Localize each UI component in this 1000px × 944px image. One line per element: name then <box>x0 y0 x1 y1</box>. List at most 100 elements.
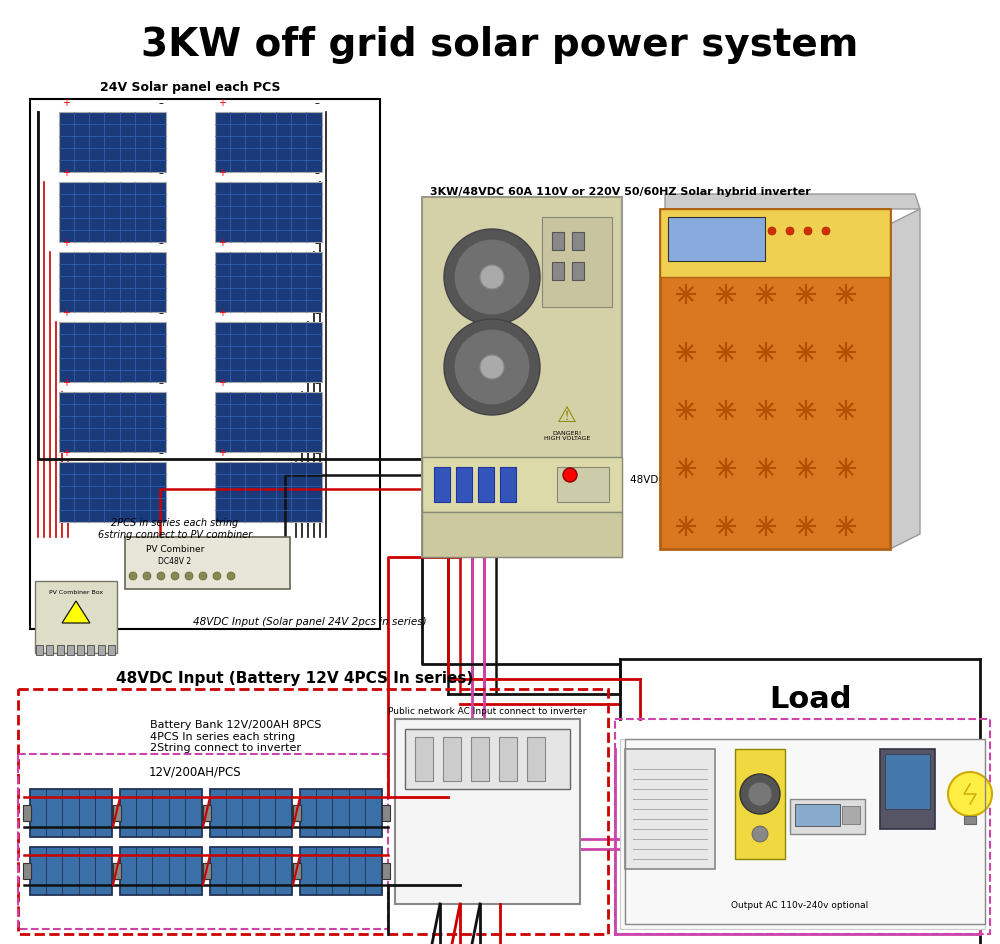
Polygon shape <box>665 194 920 210</box>
Text: PV Combiner: PV Combiner <box>146 544 204 553</box>
Text: Load: Load <box>769 684 851 714</box>
Text: Sine-Wave: Sine-Wave <box>844 229 876 234</box>
Polygon shape <box>59 323 166 382</box>
Polygon shape <box>215 113 322 173</box>
Text: ⚠: ⚠ <box>557 406 577 426</box>
Text: Coslight: Coslight <box>240 820 262 825</box>
Text: @: @ <box>895 769 920 793</box>
Circle shape <box>171 572 179 581</box>
Text: –: – <box>315 238 320 247</box>
FancyBboxPatch shape <box>456 467 472 502</box>
Circle shape <box>157 572 165 581</box>
Text: 48VDC Input (Battery 12V 4PCS In series): 48VDC Input (Battery 12V 4PCS In series) <box>116 670 474 684</box>
Text: Coslight: Coslight <box>150 820 172 825</box>
Text: Coslight: Coslight <box>330 820 352 825</box>
FancyBboxPatch shape <box>499 737 517 782</box>
FancyBboxPatch shape <box>735 750 785 859</box>
Text: +: + <box>63 308 71 318</box>
Text: DANGER!
HIGH VOLTAGE: DANGER! HIGH VOLTAGE <box>544 430 590 441</box>
FancyBboxPatch shape <box>46 646 53 655</box>
Circle shape <box>752 826 768 842</box>
FancyBboxPatch shape <box>203 863 211 879</box>
FancyBboxPatch shape <box>625 750 715 869</box>
Text: +: + <box>219 308 227 318</box>
FancyBboxPatch shape <box>552 233 564 251</box>
Circle shape <box>563 468 577 482</box>
FancyBboxPatch shape <box>415 737 433 782</box>
FancyBboxPatch shape <box>668 218 765 261</box>
FancyBboxPatch shape <box>885 754 930 809</box>
FancyBboxPatch shape <box>113 863 121 879</box>
FancyBboxPatch shape <box>292 863 300 879</box>
Text: AC OUTPUT: AC OUTPUT <box>567 522 607 529</box>
Polygon shape <box>215 323 322 382</box>
Circle shape <box>948 772 992 817</box>
Text: –: – <box>159 447 164 458</box>
Text: 3KW/48VDC 60A 110V or 220V 50/60HZ Solar hybrid inverter: 3KW/48VDC 60A 110V or 220V 50/60HZ Solar… <box>430 187 810 196</box>
FancyBboxPatch shape <box>434 467 450 502</box>
Circle shape <box>454 240 530 315</box>
Text: 12V/200AH/PCS: 12V/200AH/PCS <box>149 765 241 778</box>
Text: 24V Solar panel each PCS: 24V Solar panel each PCS <box>100 81 280 94</box>
FancyBboxPatch shape <box>795 804 840 826</box>
FancyBboxPatch shape <box>113 805 121 821</box>
FancyBboxPatch shape <box>382 863 390 879</box>
Text: !: ! <box>74 612 78 621</box>
FancyBboxPatch shape <box>395 719 580 904</box>
Text: DC48V 2: DC48V 2 <box>158 557 192 565</box>
Text: +: + <box>63 168 71 177</box>
FancyBboxPatch shape <box>35 582 117 653</box>
Circle shape <box>444 229 540 326</box>
FancyBboxPatch shape <box>98 646 105 655</box>
FancyBboxPatch shape <box>527 737 545 782</box>
FancyBboxPatch shape <box>443 737 461 782</box>
Text: +: + <box>219 168 227 177</box>
Polygon shape <box>215 253 322 312</box>
FancyBboxPatch shape <box>660 210 890 278</box>
FancyBboxPatch shape <box>552 262 564 280</box>
FancyBboxPatch shape <box>422 198 622 557</box>
Text: +: + <box>63 98 71 108</box>
FancyBboxPatch shape <box>422 458 622 513</box>
Text: –: – <box>315 378 320 388</box>
Text: 48VDC input: 48VDC input <box>630 475 696 484</box>
Circle shape <box>199 572 207 581</box>
Text: –: – <box>159 378 164 388</box>
Polygon shape <box>59 183 166 243</box>
FancyBboxPatch shape <box>30 789 112 837</box>
Polygon shape <box>890 210 920 549</box>
Text: –: – <box>159 98 164 108</box>
FancyBboxPatch shape <box>125 537 290 589</box>
FancyBboxPatch shape <box>210 847 292 895</box>
Circle shape <box>740 774 780 814</box>
FancyBboxPatch shape <box>87 646 94 655</box>
Circle shape <box>748 783 772 806</box>
FancyBboxPatch shape <box>202 863 210 879</box>
Text: –: – <box>315 168 320 177</box>
Text: AC INPUT: AC INPUT <box>439 535 469 540</box>
Text: AC INPUT: AC INPUT <box>506 522 538 529</box>
FancyBboxPatch shape <box>542 218 612 308</box>
Text: 3KW off grid solar power system: 3KW off grid solar power system <box>141 26 859 64</box>
Text: 48VDC Input (Solar panel 24V 2pcs in series): 48VDC Input (Solar panel 24V 2pcs in ser… <box>193 616 427 626</box>
Text: +: + <box>63 238 71 247</box>
FancyBboxPatch shape <box>120 789 202 837</box>
FancyBboxPatch shape <box>471 737 489 782</box>
Circle shape <box>804 228 812 236</box>
Polygon shape <box>215 463 322 522</box>
FancyBboxPatch shape <box>202 805 210 821</box>
FancyBboxPatch shape <box>36 646 43 655</box>
FancyBboxPatch shape <box>203 805 211 821</box>
Text: Battery Bank 12V/200AH 8PCS
4PCS In series each string
2String connect to invert: Battery Bank 12V/200AH 8PCS 4PCS In seri… <box>150 719 321 752</box>
FancyBboxPatch shape <box>660 210 890 549</box>
Text: Coslight: Coslight <box>240 878 262 884</box>
Text: BAC/AC INPUT/BREAKER: BAC/AC INPUT/BREAKER <box>489 510 555 515</box>
FancyBboxPatch shape <box>964 817 976 824</box>
FancyBboxPatch shape <box>112 863 120 879</box>
Circle shape <box>227 572 235 581</box>
Polygon shape <box>59 463 166 522</box>
Text: Coslight: Coslight <box>330 878 352 884</box>
Text: 2PCS in series each string
6string connect to PV combiner: 2PCS in series each string 6string conne… <box>98 517 252 539</box>
FancyBboxPatch shape <box>77 646 84 655</box>
Circle shape <box>143 572 151 581</box>
